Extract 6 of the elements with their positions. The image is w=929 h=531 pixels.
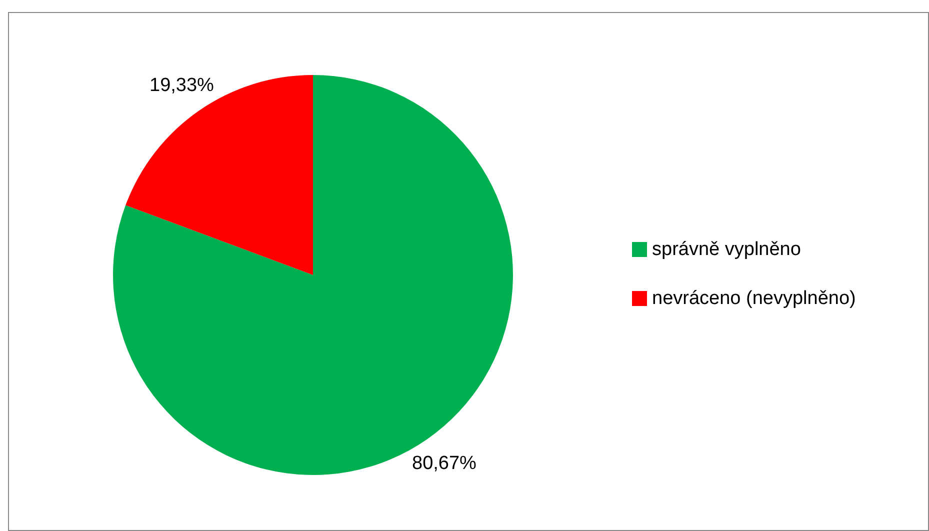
legend-label: nevráceno (nevyplněno) xyxy=(652,288,856,310)
pie-slice xyxy=(126,75,313,275)
pie-slice xyxy=(113,75,513,475)
data-label: 80,67% xyxy=(412,452,477,474)
data-label: 19,33% xyxy=(150,75,214,96)
legend-label: správně vyplněno xyxy=(652,239,801,260)
